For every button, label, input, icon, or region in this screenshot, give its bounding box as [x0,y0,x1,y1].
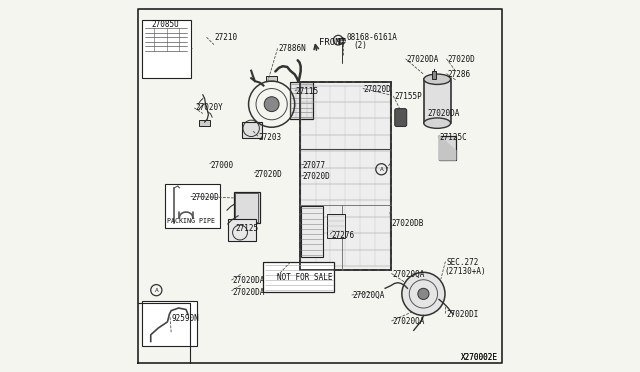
Text: (27130+A): (27130+A) [444,267,486,276]
Text: 27000: 27000 [211,161,234,170]
Bar [228,219,255,241]
Text: A: A [154,288,158,293]
Text: X270002E: X270002E [461,353,499,362]
Bar [164,184,220,228]
Bar [326,214,344,238]
Text: NOT FOR SALE: NOT FOR SALE [277,273,333,282]
Ellipse shape [424,118,451,128]
Text: 92590N: 92590N [172,314,199,323]
Bar [234,192,260,223]
Text: X270002E: X270002E [461,353,499,362]
Text: B: B [336,38,340,43]
Text: 27125C: 27125C [439,133,467,142]
Text: 27020D: 27020D [191,193,220,202]
Bar [431,71,436,79]
Text: 27020DI: 27020DI [447,310,479,319]
Text: 27020D: 27020D [255,170,283,179]
Circle shape [339,38,346,44]
Bar [424,79,451,123]
Bar [439,136,456,160]
Bar [300,82,390,270]
Bar [242,122,262,138]
Text: 27020D: 27020D [447,55,476,64]
Polygon shape [439,136,456,160]
Bar [199,120,211,126]
Text: 27020DA: 27020DA [428,109,460,118]
Text: SEC.272: SEC.272 [447,258,479,267]
Bar [266,76,277,81]
Circle shape [418,288,429,299]
Text: 27020Y: 27020Y [195,103,223,112]
Ellipse shape [424,74,451,84]
Bar [235,193,259,222]
Text: 27210: 27210 [214,33,237,42]
Text: 27886N: 27886N [278,44,306,53]
Text: 27125: 27125 [235,224,259,233]
Text: 27155P: 27155P [394,92,422,101]
Text: 27020DB: 27020DB [392,219,424,228]
Text: PACKING PIPE: PACKING PIPE [167,218,215,224]
Text: 27077: 27077 [303,161,326,170]
Text: 27085U: 27085U [152,20,180,29]
Text: 27020D: 27020D [364,85,392,94]
Text: 27286: 27286 [447,70,471,79]
FancyBboxPatch shape [395,109,406,126]
Text: 27020DA: 27020DA [232,288,265,296]
Text: 27115: 27115 [296,87,319,96]
Text: 08168-6161A: 08168-6161A [347,33,397,42]
Text: (2): (2) [353,41,367,50]
Text: 27276: 27276 [331,231,355,240]
Text: 27203: 27203 [259,133,282,142]
Bar [291,82,312,119]
Text: 27020QA: 27020QA [353,291,385,300]
Circle shape [264,97,279,112]
Bar [300,82,390,270]
Bar [142,20,191,78]
Bar [142,301,197,346]
Text: 27020D: 27020D [303,172,330,181]
Circle shape [402,272,445,315]
Text: 27020DA: 27020DA [232,276,265,285]
Text: 27020QA: 27020QA [392,270,425,279]
Text: A: A [380,167,383,172]
Text: 27020DA: 27020DA [406,55,439,64]
Bar [301,206,323,257]
Bar [264,262,334,292]
Text: FRONT: FRONT [319,38,346,47]
Text: 27020QA: 27020QA [392,317,425,326]
